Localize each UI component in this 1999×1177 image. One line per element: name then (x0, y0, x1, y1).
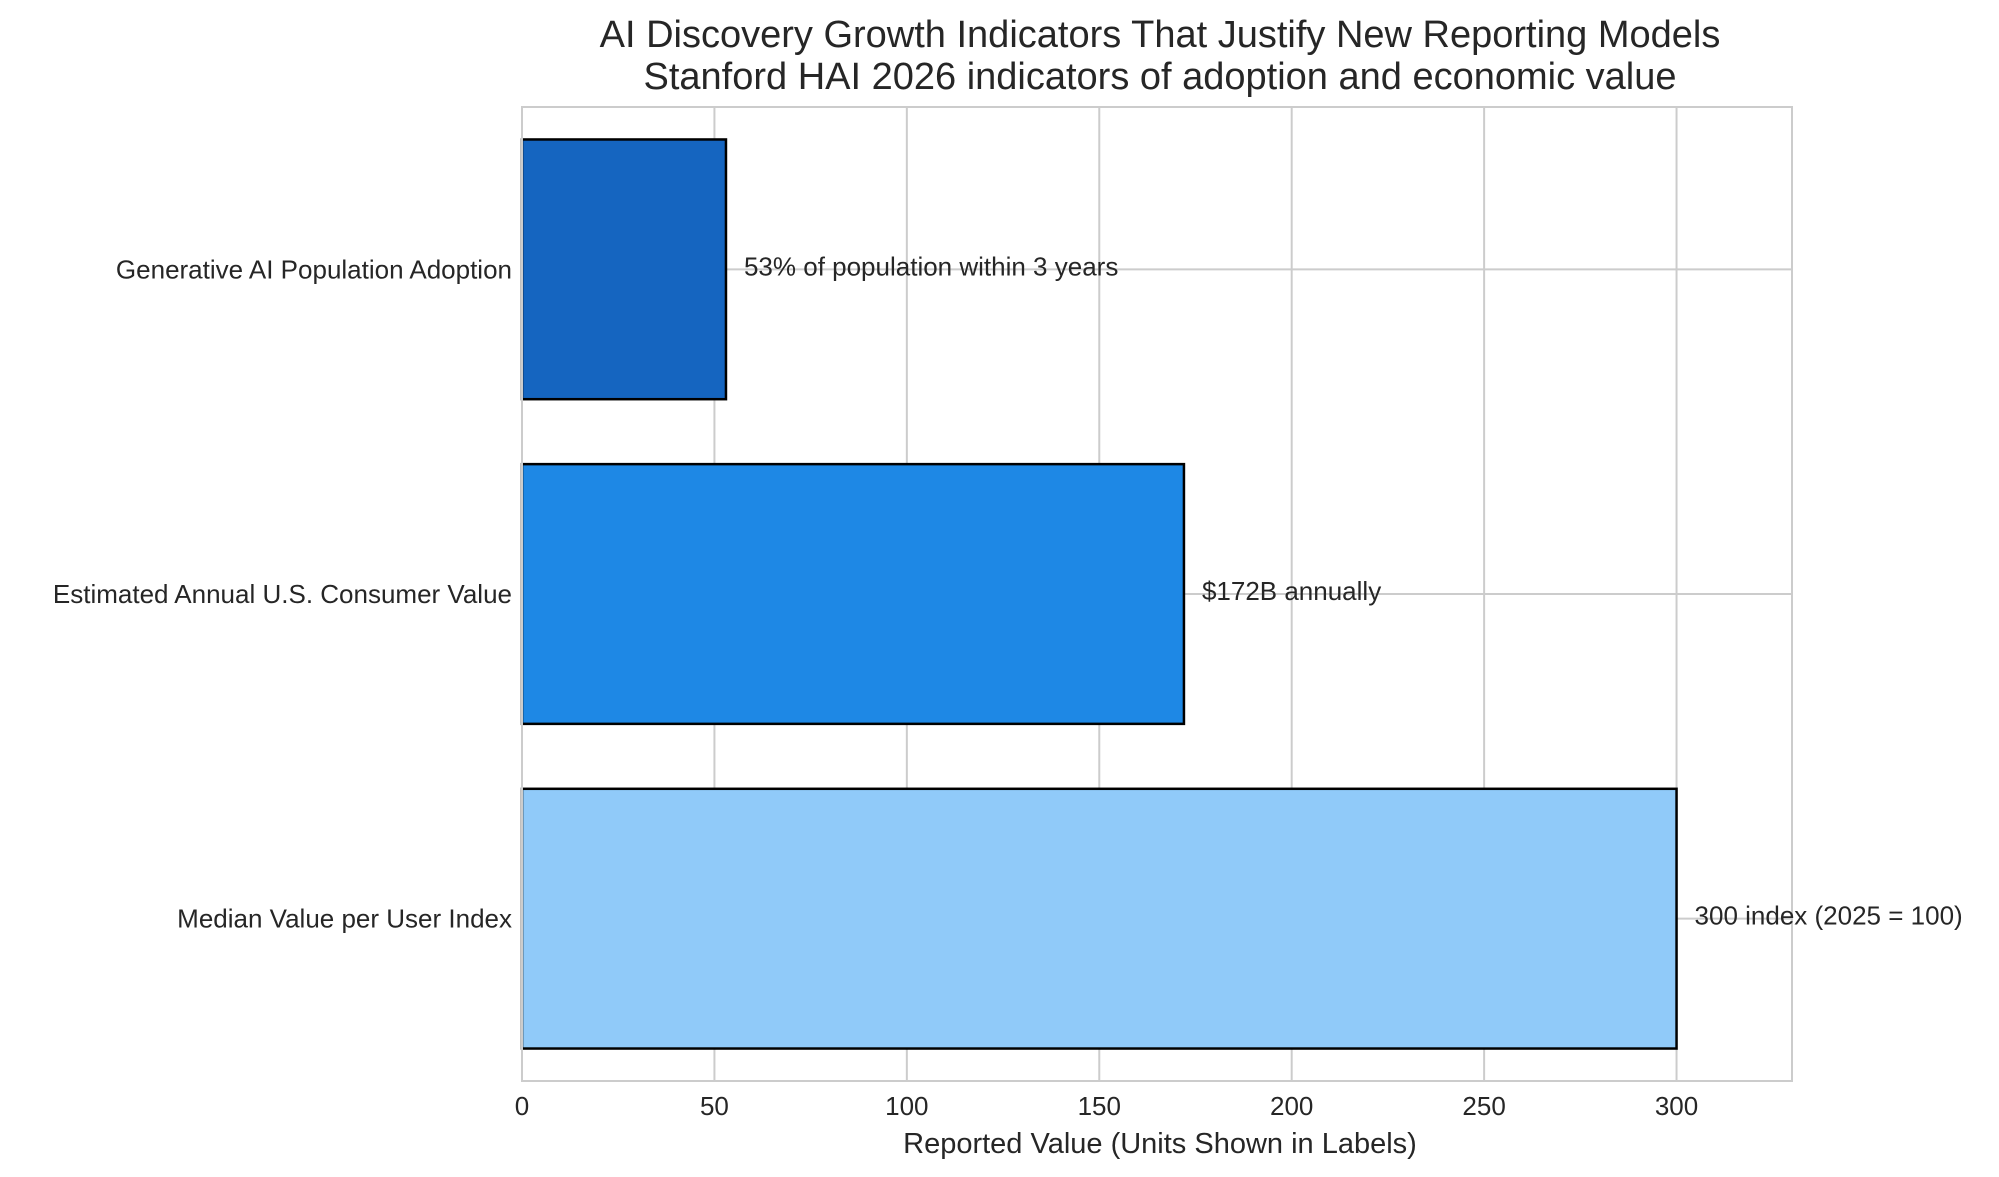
category-label: Median Value per User Index (177, 904, 512, 934)
bar (520, 138, 728, 401)
x-axis-label: Reported Value (Units Shown in Labels) (903, 1128, 1417, 1160)
plot-frame (521, 106, 1793, 1082)
labels: 0 50 100 150 200 250 300 Generative AI Populati… (53, 251, 1963, 1121)
chart-subtitle: Stanford HAI 2026 indicators of adoption… (644, 56, 1677, 98)
category-label: Generative AI Population Adoption (116, 254, 512, 284)
x-tick-label: 50 (700, 1091, 729, 1121)
chart-title: AI Discovery Growth Indicators That Just… (600, 14, 1721, 56)
data-label: $172B annually (1202, 576, 1381, 606)
data-label: 53% of population within 3 years (744, 251, 1118, 281)
bar (520, 787, 1678, 1050)
x-tick-label: 200 (1270, 1091, 1313, 1121)
x-tick-label: 100 (885, 1091, 928, 1121)
bars (520, 138, 1678, 1050)
x-tick-label: 250 (1462, 1091, 1505, 1121)
data-label: 300 index (2025 = 100) (1695, 901, 1963, 931)
bar (520, 462, 1186, 726)
x-tick-label: 150 (1078, 1091, 1121, 1121)
x-tick-label: 0 (515, 1091, 529, 1121)
x-tick-label: 300 (1655, 1091, 1698, 1121)
category-label: Estimated Annual U.S. Consumer Value (53, 579, 512, 609)
